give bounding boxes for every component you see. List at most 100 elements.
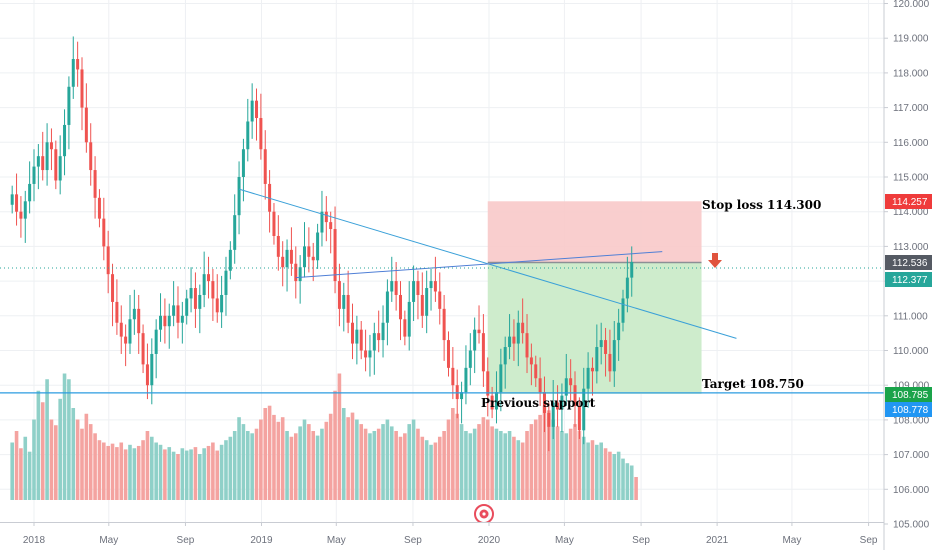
- candle-body: [416, 281, 420, 295]
- volume-bar: [573, 424, 577, 500]
- candle-body: [150, 353, 154, 386]
- volume-bar: [612, 454, 617, 500]
- volume-bar: [542, 405, 547, 500]
- price-tag: [885, 255, 932, 270]
- candle-body: [281, 256, 285, 268]
- candle-body: [132, 308, 136, 320]
- candle-body: [193, 288, 197, 309]
- candle-body: [499, 364, 503, 393]
- y-tick-label: 115.000: [893, 173, 929, 184]
- volume-bar: [298, 426, 302, 500]
- volume-bar: [547, 410, 551, 500]
- candle-body: [538, 378, 542, 393]
- candle-body: [141, 333, 145, 365]
- candle-body: [106, 246, 110, 275]
- y-tick-label: 105.000: [893, 520, 930, 531]
- candle-body: [590, 367, 594, 372]
- candle-body: [102, 218, 106, 247]
- candle-body: [398, 294, 402, 320]
- y-axis-ticks: 105.000 106.000 107.000 108.000 109.000 110.0…: [884, 0, 930, 531]
- candle-body: [599, 340, 603, 348]
- volume-bar: [455, 413, 460, 500]
- candle-body: [460, 392, 464, 400]
- candle-body: [45, 142, 49, 171]
- candle-body: [425, 288, 429, 316]
- candle-body: [159, 315, 163, 330]
- volume-bar: [608, 451, 612, 500]
- volume-bar: [80, 428, 84, 500]
- candle-body: [124, 336, 128, 344]
- candle-body: [154, 329, 158, 354]
- y-tick-label: 108.000: [893, 415, 930, 426]
- volume-bar: [420, 436, 425, 500]
- volume-bar: [154, 442, 158, 500]
- volume-bar: [564, 433, 569, 500]
- grid-lines: [0, 0, 884, 525]
- volume-bar: [328, 413, 333, 500]
- volume-bar: [115, 447, 119, 500]
- candle-body: [289, 249, 293, 264]
- volume-bar: [525, 431, 529, 500]
- candle-body: [49, 142, 53, 150]
- replay-icon[interactable]: [474, 504, 494, 524]
- candle-body: [233, 215, 237, 250]
- candle-body: [442, 308, 446, 341]
- overlay-marks: Stop loss 114.300 Target 108.750 Previou…: [474, 198, 821, 524]
- candle-body: [128, 319, 132, 344]
- volume-bars: [10, 373, 638, 500]
- candle-body: [595, 347, 599, 372]
- volume-bar: [372, 431, 377, 500]
- volume-bar: [259, 419, 263, 500]
- volume-bar: [512, 436, 516, 500]
- volume-bar: [429, 444, 433, 500]
- candle-body: [333, 229, 337, 282]
- volume-bar: [634, 477, 638, 500]
- candle-body: [403, 319, 407, 337]
- volume-bar: [40, 402, 45, 500]
- volume-bar: [551, 419, 555, 500]
- candle-body: [189, 288, 193, 299]
- volume-bar: [184, 450, 189, 500]
- volume-bar: [359, 424, 364, 500]
- volume-bar: [311, 431, 316, 500]
- x-tick-label: May: [555, 535, 574, 546]
- volume-bar: [27, 451, 32, 500]
- volume-bar: [36, 390, 41, 500]
- volume-bar: [219, 444, 224, 500]
- volume-bar: [599, 442, 603, 500]
- volume-bar: [84, 413, 89, 500]
- candle-body: [303, 246, 307, 268]
- volume-bar: [424, 440, 429, 500]
- x-tick-label: May: [327, 535, 346, 546]
- candle-body: [71, 59, 75, 87]
- volume-bar: [23, 436, 28, 500]
- volume-bar: [293, 433, 298, 500]
- volume-bar: [621, 458, 625, 500]
- candle-body: [490, 395, 494, 410]
- trend-lines[interactable]: [0, 188, 884, 394]
- candle-body: [307, 246, 311, 257]
- y-tick-label: 119.000: [893, 34, 929, 45]
- volume-bar: [350, 412, 355, 500]
- volume-bar: [407, 424, 412, 500]
- candle-body: [263, 149, 267, 184]
- candle-body: [516, 322, 520, 344]
- volume-bar: [520, 442, 525, 500]
- candle-body: [359, 329, 363, 351]
- volume-bar: [272, 414, 276, 500]
- candle-body: [207, 274, 211, 282]
- x-tick-label: May: [99, 535, 118, 546]
- volume-bar: [180, 448, 185, 500]
- volume-bar: [625, 463, 630, 500]
- stop-loss-label: Stop loss 114.300: [702, 198, 821, 212]
- position-zones[interactable]: [487, 201, 702, 394]
- volume-bar: [451, 408, 455, 500]
- volume-bar: [280, 417, 285, 500]
- volume-bar: [32, 419, 36, 500]
- candle-body: [163, 315, 167, 327]
- volume-bar: [363, 428, 368, 500]
- x-axis-ticks: 2018 May Sep 2019 May Sep 2020 May Sep 2021 May Sep: [23, 522, 878, 546]
- candle-body: [259, 118, 263, 150]
